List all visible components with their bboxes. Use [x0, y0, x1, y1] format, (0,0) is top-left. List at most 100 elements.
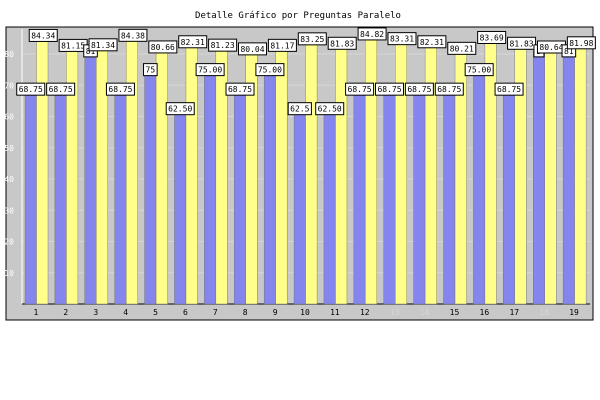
bar-series-1 [234, 88, 246, 305]
bar-series-2 [365, 38, 378, 305]
data-label-series-2: 81.83 [330, 39, 354, 48]
data-label-series-1-box [374, 82, 404, 96]
data-label-series-2: 84.34 [31, 31, 55, 40]
bar-series-1 [84, 50, 97, 305]
data-label-series-2: 80.21 [450, 44, 474, 53]
data-label-series-2: 83.25 [300, 35, 324, 44]
data-label-series-1: 68.75 [228, 85, 252, 94]
data-label-series-2-box [148, 40, 178, 54]
data-label-series-2: 84.38 [121, 31, 145, 40]
data-label-series-2: 80.64 [539, 43, 563, 52]
bar-series-2 [544, 51, 557, 305]
data-label-series-1: 68.75 [49, 85, 73, 94]
x-tick-label: 17 [509, 308, 519, 317]
data-label-series-1: 81 [86, 47, 96, 56]
data-label-series-2: 84.82 [360, 30, 384, 39]
data-label-series-2: 81.15 [61, 41, 85, 50]
data-label-series-1: 62.50 [318, 105, 342, 114]
x-tick-label: 18 [539, 308, 549, 317]
data-label-series-1: 81 [564, 47, 574, 56]
data-label-series-1: 75 [146, 66, 156, 75]
data-label-series-2-box [327, 36, 357, 50]
data-label-series-1: 68.75 [497, 85, 521, 94]
data-label-series-1-box [105, 82, 135, 96]
data-label-series-2-box [357, 27, 387, 41]
data-label-series-1-box [494, 82, 524, 96]
data-label-series-2: 81.23 [211, 41, 235, 50]
bar-series-1 [503, 88, 516, 305]
bar-series-1 [562, 50, 575, 305]
data-label-series-1: 62.50 [168, 105, 192, 114]
data-label-series-1: 75.00 [258, 66, 282, 75]
x-tick-label: 9 [273, 308, 278, 317]
bar-series-1 [174, 108, 187, 305]
bar-series-1 [114, 88, 127, 305]
data-label-series-2-box [28, 28, 58, 42]
data-label-series-1: 68.75 [437, 85, 461, 94]
data-label-series-1-box [143, 63, 158, 77]
bar-series-1 [144, 69, 157, 305]
chart-title: Detalle Gráfico por Preguntas Paralelo [195, 11, 401, 21]
x-tick-label: 13 [390, 308, 400, 317]
x-tick-label: 11 [330, 308, 340, 317]
data-label-series-1-box [225, 82, 255, 96]
data-label-series-1-box [46, 82, 76, 96]
bar-series-1 [533, 50, 545, 305]
bar-series-2 [574, 47, 587, 305]
x-tick-label: 15 [450, 308, 460, 317]
data-label-series-1-box [345, 82, 375, 96]
x-tick-label: 14 [420, 308, 430, 317]
data-label-series-1: 62.5 [290, 105, 309, 114]
data-label-series-2: 81.98 [569, 39, 593, 48]
data-label-series-2: 82.31 [420, 38, 444, 47]
data-label-series-1: 68.75 [377, 85, 401, 94]
y-tick-label: 10 [4, 269, 14, 278]
data-label-series-2-box [208, 38, 238, 52]
y-tick-label: 70 [4, 81, 14, 90]
data-label-series-1: 68.75 [348, 85, 372, 94]
data-label-series-2-box [118, 28, 148, 42]
data-label-series-1: 68.75 [19, 85, 43, 94]
bar-series-2 [155, 51, 168, 305]
bar-series-1 [413, 88, 426, 305]
data-label-series-1: 75.00 [198, 66, 222, 75]
data-label-series-2: 80.66 [151, 43, 175, 52]
x-tick-label: 6 [183, 308, 188, 317]
bar-series-1 [323, 108, 336, 305]
y-tick-label: 60 [4, 113, 14, 122]
data-label-series-1-box [195, 63, 225, 77]
bar-series-1 [263, 69, 276, 305]
x-tick-label: 5 [153, 308, 158, 317]
bar-series-2 [484, 42, 497, 305]
data-label-series-1-box [464, 63, 494, 77]
bar-series-1 [473, 69, 486, 305]
data-label-series-2: 81.17 [270, 41, 294, 50]
data-label-series-2-box [447, 41, 477, 55]
data-label-series-2: 82.31 [181, 38, 205, 47]
data-label-series-2: 83.31 [390, 35, 414, 44]
data-label-series-2: 83.69 [480, 33, 504, 42]
x-tick-label: 8 [243, 308, 248, 317]
x-tick-label: 16 [480, 308, 490, 317]
bar-series-1 [443, 88, 456, 305]
bar-series-2 [125, 40, 138, 305]
y-tick-label: 50 [4, 144, 14, 153]
data-label-series-1-box [255, 63, 285, 77]
data-label-series-2-box [417, 35, 447, 49]
x-tick-label: 4 [123, 308, 128, 317]
x-tick-label: 2 [63, 308, 68, 317]
data-label-series-1-box [165, 102, 195, 116]
bar-series-1 [54, 88, 67, 305]
bar-series-1 [293, 108, 306, 305]
data-label-series-1: 75.00 [467, 66, 491, 75]
data-label-series-1-box [315, 102, 345, 116]
data-label-series-2-box [267, 38, 297, 52]
bar-series-2 [275, 50, 288, 305]
x-tick-label: 7 [213, 308, 218, 317]
bar-series-2 [36, 40, 49, 305]
bar-series-2 [305, 43, 318, 305]
data-label-series-1: 68.75 [407, 85, 431, 94]
bar-series-1 [383, 88, 396, 305]
data-label-series-2-box [507, 36, 537, 50]
